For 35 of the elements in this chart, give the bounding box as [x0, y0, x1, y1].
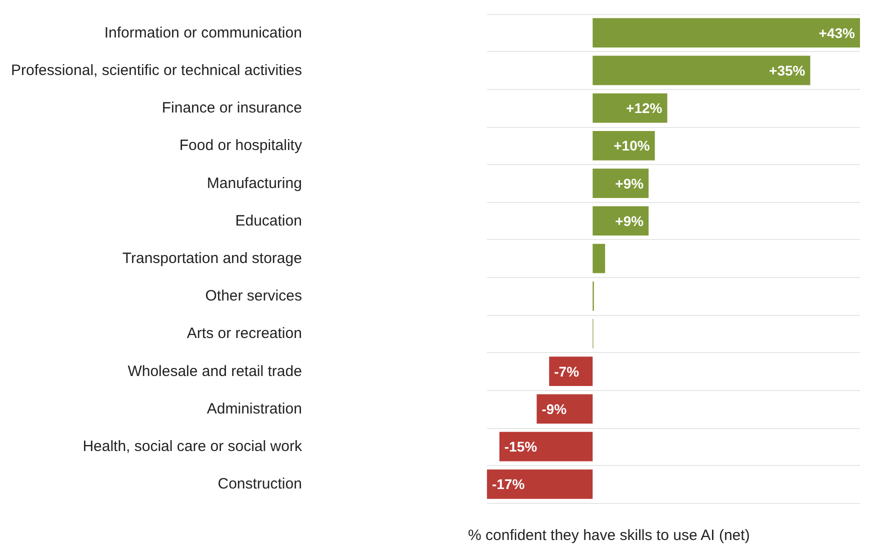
y-tick-label: Other services: [205, 288, 302, 305]
y-tick-label: Arts or recreation: [186, 325, 302, 342]
y-tick-label: Professional, scientific or technical activities: [10, 62, 302, 79]
bar: [592, 18, 860, 48]
data-label: +10%: [614, 138, 650, 154]
bar: [592, 93, 668, 123]
data-label: -15%: [504, 438, 538, 455]
y-tick-label: Health, social care or social work: [82, 438, 302, 456]
bar: [592, 244, 606, 274]
y-tick-label: Finance or insurance: [162, 100, 302, 117]
bar: [592, 56, 810, 86]
bar: [536, 394, 593, 424]
y-tick-label: Manufacturing: [206, 174, 302, 192]
bar: [486, 470, 593, 499]
data-label: +9%: [615, 175, 644, 192]
data-label: -17%: [492, 476, 526, 492]
x-axis-title: % confident they have skills to use AI (net): [468, 527, 750, 544]
data-label: +12%: [626, 100, 663, 116]
y-tick-label: Food or hospitality: [179, 137, 302, 154]
y-tick-label: Transportation and storage: [122, 250, 302, 267]
data-label: +9%: [615, 212, 644, 229]
y-tick-label: Administration: [206, 400, 302, 418]
data-label: +35%: [769, 62, 806, 78]
data-label: -9%: [542, 400, 568, 417]
y-tick-label: Wholesale and retail trade: [128, 362, 302, 380]
y-tick-label: Construction: [218, 476, 302, 493]
y-tick-label: Education: [235, 212, 302, 230]
data-label: +43%: [818, 24, 856, 41]
bar: [549, 356, 593, 386]
bar: [592, 130, 655, 160]
bar: [499, 432, 593, 462]
y-tick-label: Information or communication: [104, 24, 302, 42]
bar: [592, 206, 649, 236]
bar: [592, 168, 649, 198]
data-label: -7%: [554, 363, 580, 380]
